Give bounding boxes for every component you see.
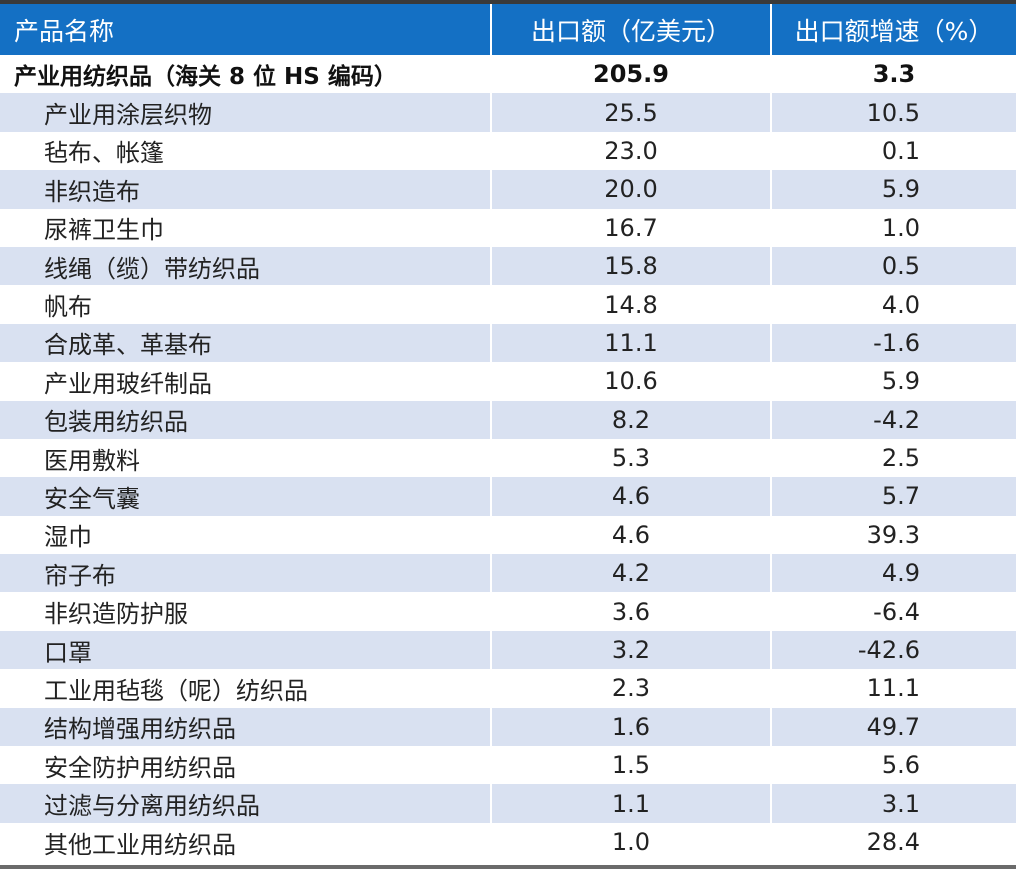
row-growth: -6.4 <box>873 597 920 626</box>
row-growth: 3.1 <box>771 784 1016 823</box>
bottom-rule <box>0 865 1016 869</box>
row-export: 10.6 <box>491 362 772 401</box>
row-export: 4.2 <box>491 554 772 593</box>
row-growth: 5.7 <box>771 477 1016 516</box>
row-name: 过滤与分离用纺织品 <box>0 784 492 823</box>
table-row: 帆布 14.8 4.0 <box>0 285 1016 324</box>
export-table: 产品名称 出口额（亿美元） 出口额增速（%） 产业用纺织品（海关 8 位 HS … <box>0 4 1016 862</box>
row-export: 16.7 <box>491 208 772 247</box>
row-growth: -4.2 <box>771 400 1016 439</box>
table-row: 毡布、帐篷 23.0 0.1 <box>0 131 1016 171</box>
row-name: 包装用纺织品 <box>0 400 492 439</box>
row-growth: 2.5 <box>881 444 920 473</box>
header-export-growth: 出口额增速（%） <box>771 4 1016 55</box>
row-growth: 5.9 <box>881 367 920 396</box>
row-export: 3.2 <box>491 630 772 670</box>
row-export: 1.0 <box>491 822 772 862</box>
table-row: 结构增强用纺织品 1.6 49.7 <box>0 707 1016 747</box>
row-growth: 28.4 <box>866 828 920 856</box>
table-row: 线绳（缆）带纺织品 15.8 0.5 <box>0 246 1016 286</box>
table-row: 安全气囊 4.6 5.7 <box>0 477 1016 516</box>
row-name: 安全防护用纺织品 <box>0 746 492 785</box>
row-growth: 5.9 <box>771 170 1016 209</box>
row-name: 工业用毡毯（呢）纺织品 <box>0 669 492 708</box>
row-growth: -1.6 <box>771 323 1016 363</box>
row-growth: 5.6 <box>881 751 920 780</box>
row-export: 14.8 <box>491 285 772 324</box>
row-export: 2.3 <box>491 669 772 708</box>
row-name: 线绳（缆）带纺织品 <box>0 246 492 286</box>
row-name: 产业用玻纤制品 <box>0 362 492 401</box>
table-row: 工业用毡毯（呢）纺织品 2.3 11.1 <box>0 669 1016 708</box>
table-row: 医用敷料 5.3 2.5 <box>0 438 1016 478</box>
row-growth: 49.7 <box>771 707 1016 747</box>
header-export-value: 出口额（亿美元） <box>491 4 772 55</box>
row-export: 23.0 <box>491 131 772 171</box>
row-export: 3.6 <box>491 592 772 631</box>
row-growth: 0.5 <box>771 246 1016 286</box>
row-export: 25.5 <box>491 93 772 132</box>
row-export: 1.5 <box>491 746 772 785</box>
row-name: 合成革、革基布 <box>0 323 492 363</box>
row-name: 其他工业用纺织品 <box>0 822 492 862</box>
row-name: 帆布 <box>0 285 492 324</box>
row-growth: 10.5 <box>771 93 1016 132</box>
row-name: 产业用涂层织物 <box>0 93 492 132</box>
total-export: 205.9 <box>491 55 772 94</box>
table-row: 湿巾 4.6 39.3 <box>0 515 1016 555</box>
row-export: 15.8 <box>491 246 772 286</box>
row-name: 湿巾 <box>0 515 492 555</box>
table-row: 过滤与分离用纺织品 1.1 3.1 <box>0 784 1016 823</box>
total-growth: 3.3 <box>872 60 916 89</box>
table-row: 安全防护用纺织品 1.5 5.6 <box>0 746 1016 785</box>
row-name: 尿裤卫生巾 <box>0 208 492 247</box>
row-export: 5.3 <box>491 438 772 478</box>
total-name: 产业用纺织品（海关 8 位 HS 编码） <box>0 55 492 94</box>
row-export: 4.6 <box>491 515 772 555</box>
row-name: 非织造防护服 <box>0 592 492 631</box>
row-export: 1.6 <box>491 707 772 747</box>
table-row: 合成革、革基布 11.1 -1.6 <box>0 323 1016 363</box>
row-name: 医用敷料 <box>0 438 492 478</box>
row-export: 4.6 <box>491 477 772 516</box>
total-row: 产业用纺织品（海关 8 位 HS 编码） 205.9 3.3 <box>0 55 1016 94</box>
row-export: 1.1 <box>491 784 772 823</box>
row-name: 帘子布 <box>0 554 492 593</box>
row-growth: 11.1 <box>866 674 920 703</box>
table-row: 帘子布 4.2 4.9 <box>0 554 1016 593</box>
row-name: 结构增强用纺织品 <box>0 707 492 747</box>
header-row: 产品名称 出口额（亿美元） 出口额增速（%） <box>0 4 1016 55</box>
table-row: 其他工业用纺织品 1.0 28.4 <box>0 822 1016 862</box>
table-row: 包装用纺织品 8.2 -4.2 <box>0 400 1016 439</box>
row-export: 8.2 <box>491 400 772 439</box>
row-name: 毡布、帐篷 <box>0 131 492 171</box>
row-growth: 4.0 <box>881 290 920 319</box>
row-export: 20.0 <box>491 170 772 209</box>
table-row: 非织造防护服 3.6 -6.4 <box>0 592 1016 631</box>
row-growth: 39.3 <box>866 520 920 549</box>
row-growth: 0.1 <box>881 136 920 165</box>
row-name: 口罩 <box>0 630 492 670</box>
row-growth: 4.9 <box>771 554 1016 593</box>
table-row: 产业用玻纤制品 10.6 5.9 <box>0 362 1016 401</box>
header-product-name: 产品名称 <box>0 4 492 55</box>
row-name: 安全气囊 <box>0 477 492 516</box>
row-name: 非织造布 <box>0 170 492 209</box>
table-row: 产业用涂层织物 25.5 10.5 <box>0 93 1016 132</box>
top-rule <box>0 0 1016 4</box>
table-row: 口罩 3.2 -42.6 <box>0 630 1016 670</box>
table-row: 尿裤卫生巾 16.7 1.0 <box>0 208 1016 247</box>
row-growth: -42.6 <box>771 630 1016 670</box>
table-row: 非织造布 20.0 5.9 <box>0 170 1016 209</box>
row-export: 11.1 <box>491 323 772 363</box>
row-growth: 1.0 <box>881 213 920 242</box>
